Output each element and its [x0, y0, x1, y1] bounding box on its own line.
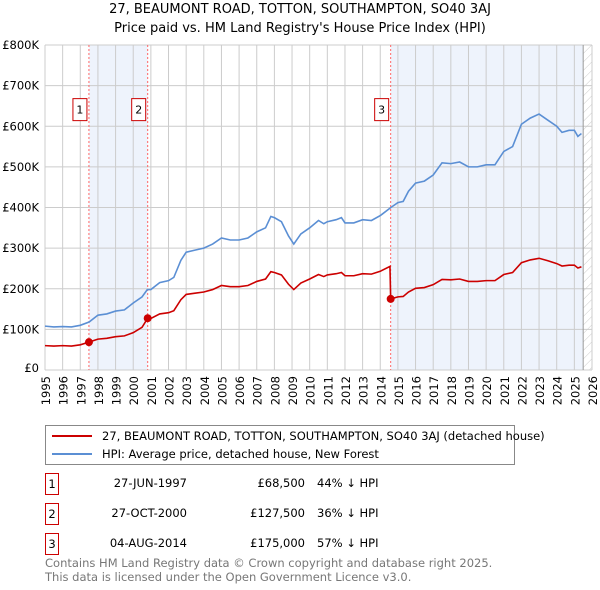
sale-hpi-diff: 44% ↓ HPI	[317, 476, 379, 490]
legend-hpi-label: HPI: Average price, detached house, New …	[102, 447, 379, 461]
x-tick-label: 2012	[339, 376, 353, 405]
x-tick-label: 2022	[515, 376, 529, 405]
sale-hpi-diff: 36% ↓ HPI	[317, 506, 379, 520]
sale-label-box	[374, 98, 390, 122]
x-tick-label: 2024	[551, 376, 565, 405]
sale-point	[386, 294, 395, 303]
sale-price: £127,500	[250, 506, 305, 520]
x-tick-label: 2021	[498, 376, 512, 405]
chart-title: 27, BEAUMONT ROAD, TOTTON, SOUTHAMPTON, …	[109, 2, 491, 17]
legend: 27, BEAUMONT ROAD, TOTTON, SOUTHAMPTON, …	[45, 425, 545, 465]
footer: Contains HM Land Registry data © Crown c…	[45, 556, 492, 584]
sale-date: 04-AUG-2014	[109, 536, 187, 550]
y-tick-label: £400K	[2, 201, 39, 215]
sale-label-box	[72, 98, 88, 122]
hpi-line	[44, 113, 582, 328]
legend-hpi-swatch	[52, 453, 92, 455]
x-tick-label: 2007	[251, 376, 265, 405]
sale-date: 27-OCT-2000	[111, 506, 187, 520]
x-tick-label: 2003	[180, 376, 194, 405]
sale-hpi-diff: 57% ↓ HPI	[317, 536, 379, 550]
x-tick-label: 2006	[233, 376, 247, 405]
sale-point	[143, 314, 152, 323]
x-tick-label: 2004	[198, 376, 212, 405]
x-tick-label: 2001	[145, 376, 159, 405]
y-tick-label: £100K	[2, 322, 39, 336]
y-tick-label: £700K	[2, 79, 39, 93]
x-tick-label: 2018	[445, 376, 459, 405]
x-tick-label: 1999	[110, 376, 124, 405]
x-tick-label: 2026	[586, 376, 600, 405]
sale-point	[84, 338, 93, 347]
x-tick-label: 2015	[392, 376, 406, 405]
x-tick-label: 1997	[74, 376, 88, 405]
y-tick-label: £200K	[2, 282, 39, 296]
sale-number: 3	[45, 533, 59, 555]
y-tick-label: £500K	[2, 160, 39, 174]
y-tick-label: £600K	[2, 119, 39, 133]
x-tick-label: 1996	[57, 376, 71, 405]
x-tick-label: 2008	[268, 376, 282, 405]
footer-line: Contains HM Land Registry data © Crown c…	[45, 556, 493, 570]
x-tick-label: 2010	[304, 376, 318, 405]
sale-label: 1	[76, 104, 83, 117]
x-tick-label: 1998	[92, 376, 106, 405]
legend-property-swatch	[52, 435, 92, 437]
sale-number: 2	[45, 503, 59, 525]
x-tick-label: 2002	[163, 376, 177, 405]
sale-price: £68,500	[257, 476, 305, 490]
x-tick-label: 2011	[321, 376, 335, 405]
x-tick-label: 2009	[286, 376, 300, 405]
sale-number: 1	[45, 473, 59, 495]
legend-property-label: 27, BEAUMONT ROAD, TOTTON, SOUTHAMPTON, …	[102, 429, 545, 443]
sale-date: 27-JUN-1997	[113, 476, 187, 490]
x-tick-label: 1995	[39, 376, 53, 405]
x-tick-label: 2020	[480, 376, 494, 405]
y-tick-label: £300K	[2, 241, 39, 255]
x-tick-label: 2023	[533, 376, 547, 405]
x-tick-label: 2025	[568, 376, 582, 405]
x-tick-label: 2005	[215, 376, 229, 405]
price-chart: 1995 1996 1997 1998 1999 2000 2001 2002 2003 2004…	[2, 38, 600, 405]
x-tick-label: 2000	[127, 376, 141, 405]
sale-label: 3	[378, 104, 385, 117]
y-tick-label: £0	[24, 361, 39, 375]
x-tick-label: 2017	[427, 376, 441, 405]
sale-price: £175,000	[250, 536, 305, 550]
x-tick-label: 2013	[357, 376, 371, 405]
x-tick-label: 2016	[410, 376, 424, 405]
chart-subtitle: Price paid vs. HM Land Registry's House …	[114, 21, 486, 36]
y-tick-label: £800K	[2, 38, 39, 52]
sale-label: 2	[135, 104, 142, 117]
x-tick-label: 2019	[462, 376, 476, 405]
sale-label-box	[131, 98, 147, 122]
x-tick-label: 2014	[374, 376, 388, 405]
footer-line: This data is licensed under the Open Gov…	[45, 570, 412, 584]
